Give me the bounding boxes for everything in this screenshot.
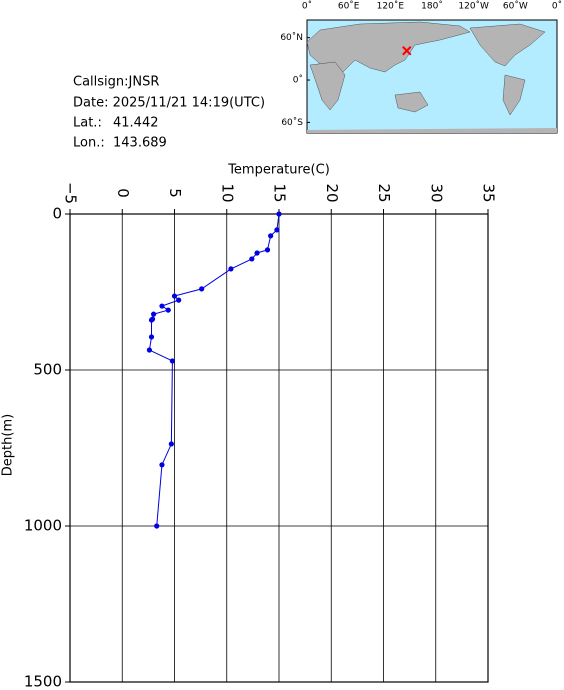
x-tick-label: 30 <box>427 183 445 202</box>
data-point <box>274 227 280 233</box>
callsign: Callsign:JNSR <box>73 75 159 90</box>
data-point <box>276 211 282 217</box>
data-point <box>159 462 165 468</box>
x-axis-title: Temperature(C) <box>227 163 330 178</box>
data-point <box>228 266 234 272</box>
map-south-america <box>502 74 526 116</box>
data-point <box>159 303 165 309</box>
map-lon-label: 0˚ <box>302 1 312 12</box>
map-lat-label: 60˚S <box>281 117 303 128</box>
data-point <box>151 311 157 317</box>
map-lon-label: 60˚E <box>338 1 360 12</box>
x-tick-label: 10 <box>218 183 236 202</box>
data-point <box>171 293 178 299</box>
x-tick-label: 15 <box>271 183 289 202</box>
x-tick-label: −5 <box>62 182 80 204</box>
data-point <box>268 233 274 239</box>
map-north-america <box>469 23 546 67</box>
lat-value: 41.442 <box>113 116 159 131</box>
map-lat-label: 60˚N <box>280 32 303 43</box>
data-point <box>148 317 155 323</box>
x-tick-label: 5 <box>166 188 184 198</box>
map-lon-label: 120˚W <box>458 1 489 12</box>
map-australia <box>394 91 429 113</box>
map-lon-label: 120˚E <box>377 1 405 12</box>
x-tick-label: 0 <box>114 188 132 198</box>
x-tick-label: 25 <box>375 183 393 202</box>
data-point <box>168 441 174 447</box>
y-tick-label: 500 <box>33 361 62 379</box>
map-antarctica <box>307 128 557 133</box>
station-marker <box>402 46 412 56</box>
x-tick-label: 35 <box>480 183 498 202</box>
data-point <box>165 307 171 313</box>
data-point <box>254 250 260 256</box>
map-lon-label: 0˚ <box>552 1 562 12</box>
data-point <box>264 247 271 253</box>
data-point <box>249 256 255 262</box>
map-lon-label: 180˚ <box>421 1 443 12</box>
y-tick-label: 1500 <box>24 673 62 690</box>
lat-label: Lat.: <box>73 116 102 131</box>
data-point <box>169 358 176 364</box>
date: Date: 2025/11/21 14:19(UTC) <box>73 96 265 111</box>
data-point <box>176 297 182 303</box>
x-tick-label: 20 <box>323 183 341 202</box>
map-lat-label: 0˚ <box>293 75 303 86</box>
data-point <box>199 286 205 292</box>
y-axis-title: Depth(m) <box>1 414 16 476</box>
map-lon-label: 60˚W <box>503 1 528 12</box>
map-africa <box>309 61 346 111</box>
data-point <box>148 334 155 340</box>
lon-label: Lon.: <box>73 136 105 151</box>
y-tick-label: 0 <box>52 205 62 223</box>
data-point <box>146 347 153 353</box>
lon-value: 143.689 <box>113 136 167 151</box>
y-tick-label: 1000 <box>24 517 62 535</box>
data-point <box>154 523 160 529</box>
world-map <box>306 19 558 134</box>
